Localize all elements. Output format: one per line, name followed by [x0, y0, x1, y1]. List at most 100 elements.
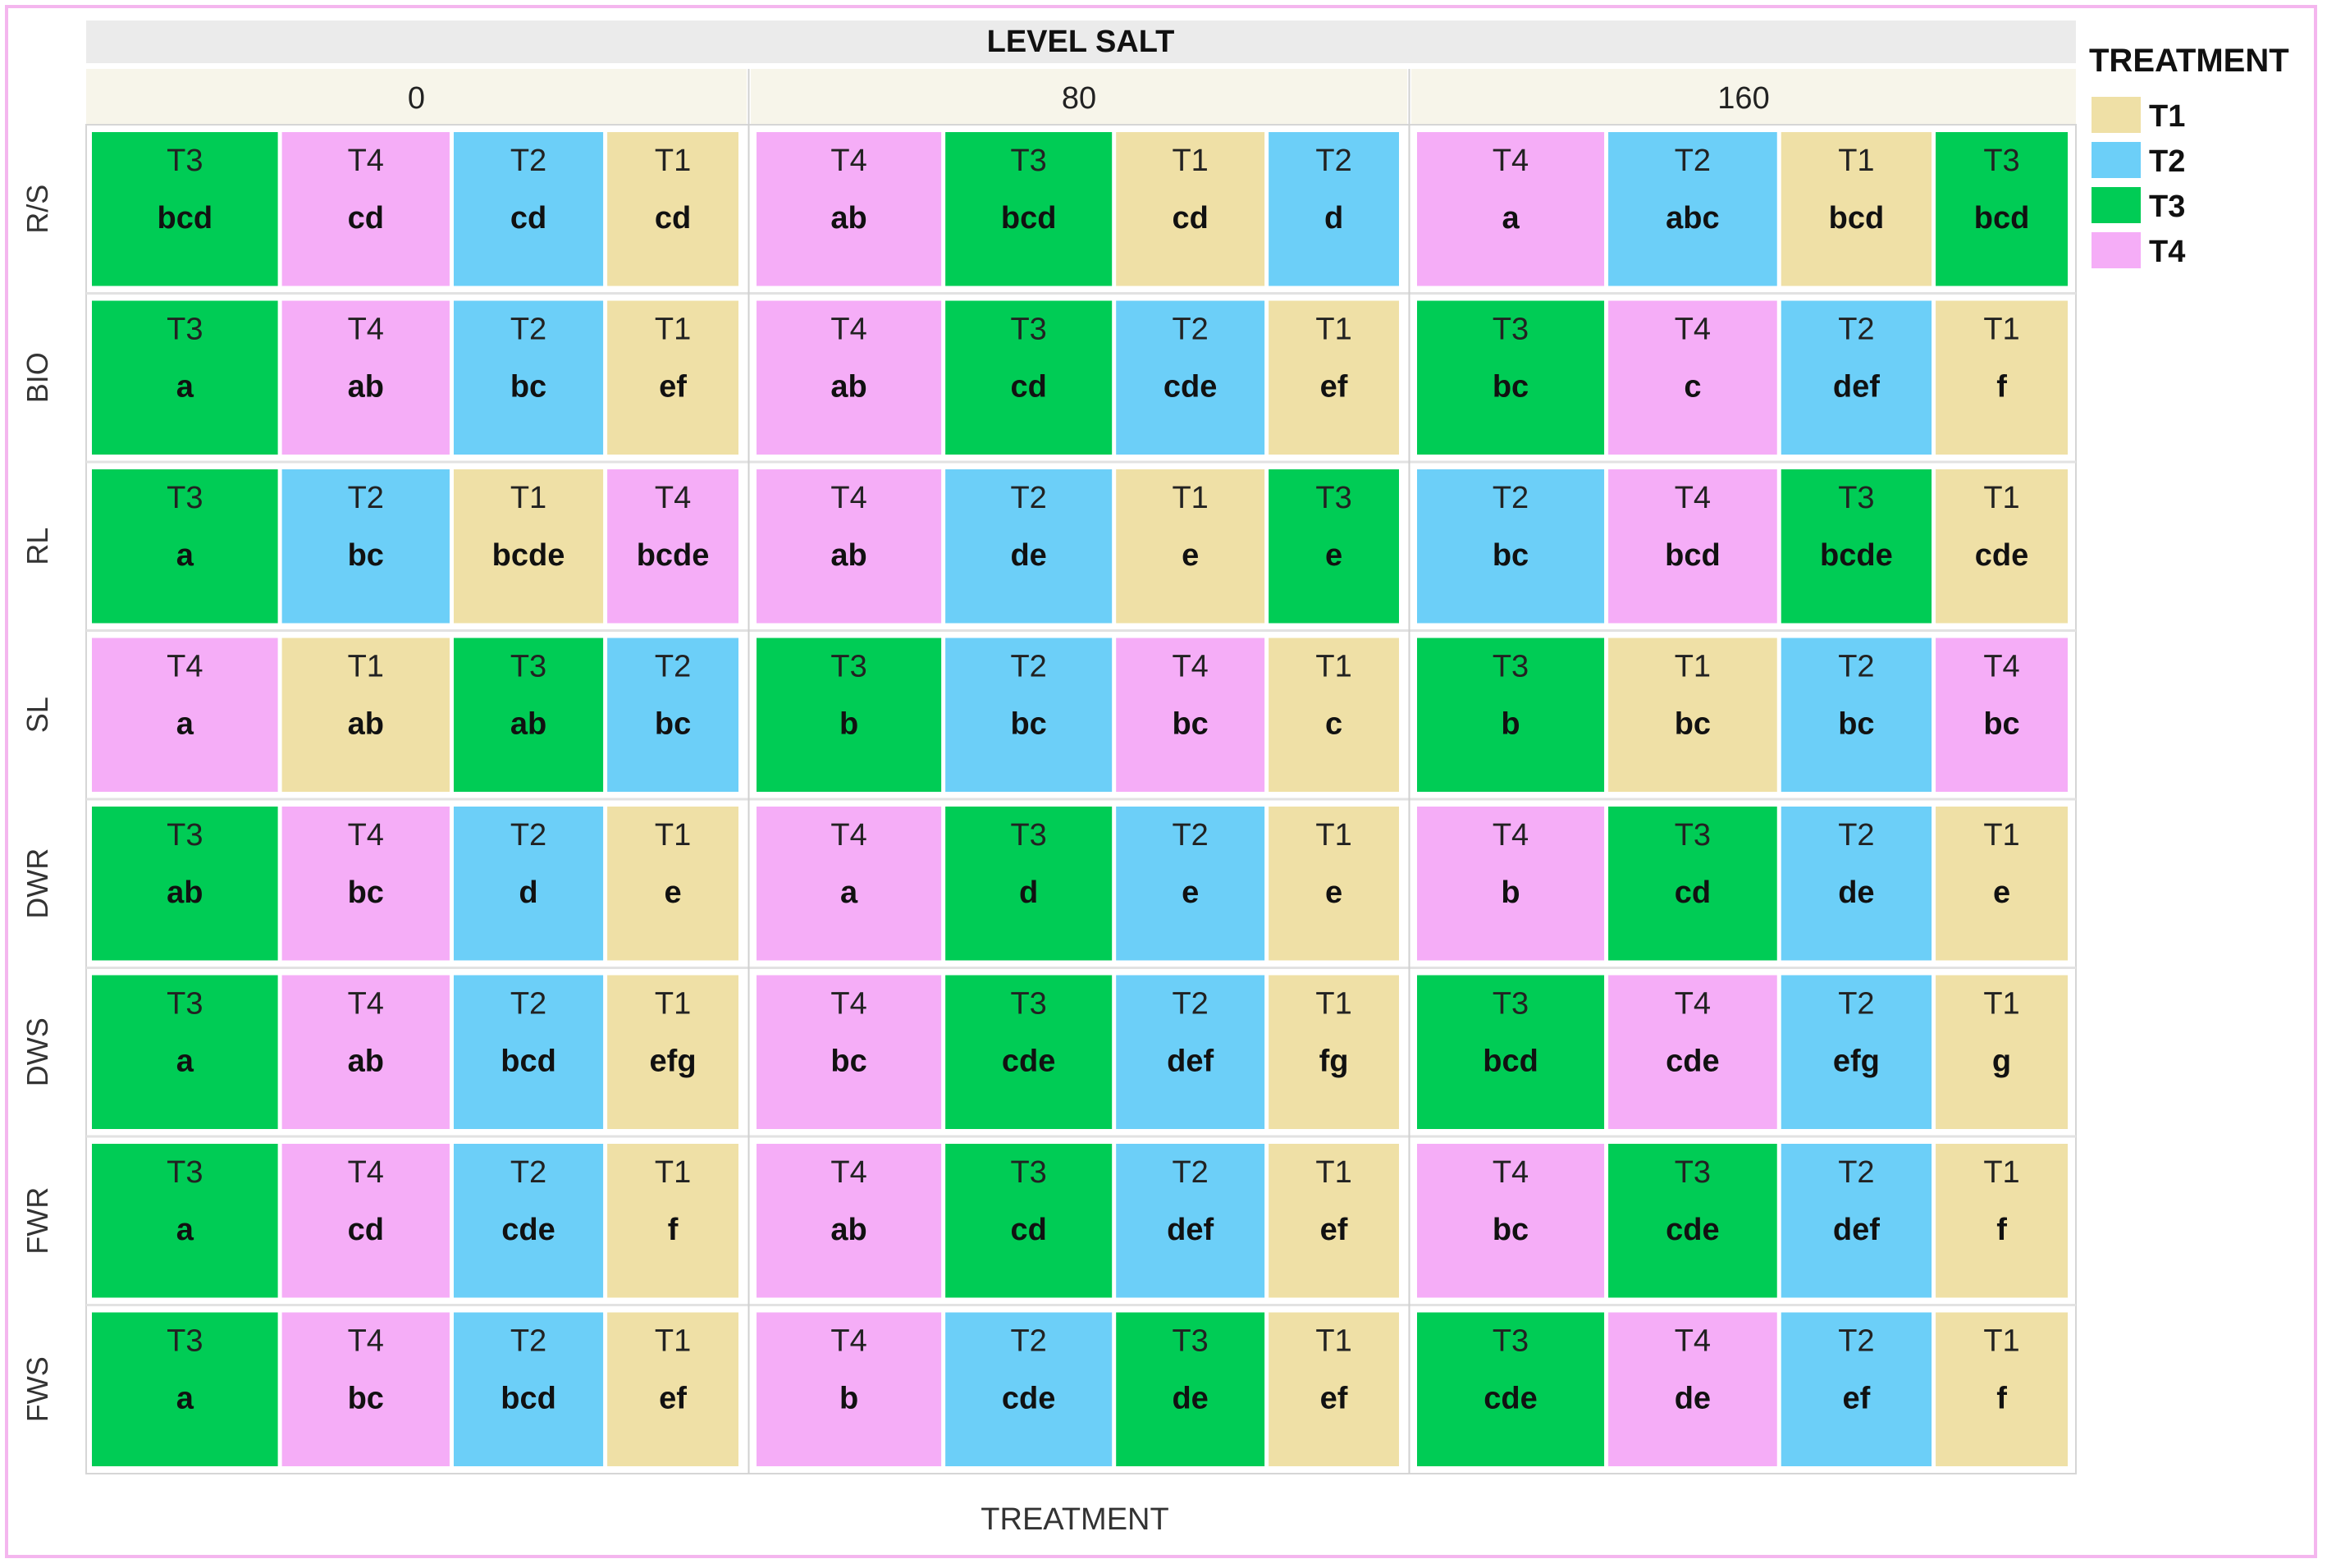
tile-rect — [606, 1310, 740, 1468]
tile-group-letters: b — [839, 707, 858, 742]
tile-sl-80-t1: T1 c — [1267, 636, 1401, 793]
tile-group-letters: g — [1992, 1045, 2011, 1079]
tile-r-s-160-t2: T2 abc — [1607, 130, 1779, 288]
tile-group-letters: ab — [510, 707, 546, 742]
tile-treatment-label: T4 — [1493, 144, 1529, 178]
tile-treatment-label: T1 — [1838, 144, 1874, 178]
tile-group-letters: ab — [348, 707, 384, 742]
tile-rect — [1779, 1310, 1934, 1468]
tile-fws-80-t3: T3 de — [1114, 1310, 1267, 1468]
tile-rect — [606, 468, 740, 625]
tile-fws-80-t1: T1 ef — [1267, 1310, 1401, 1468]
tile-treatment-label: T4 — [348, 144, 384, 178]
tile-bio-160-t4: T4 c — [1607, 299, 1779, 456]
tile-group-letters: d — [1019, 875, 1038, 910]
tile-rect — [606, 636, 740, 793]
tile-group-letters: f — [1996, 1382, 2007, 1416]
tile-treatment-label: T4 — [1983, 650, 2019, 684]
tile-treatment-label: T1 — [348, 650, 384, 684]
tile-r-s-80-t4: T4 ab — [755, 130, 944, 288]
tile-group-letters: cde — [1002, 1382, 1055, 1416]
tile-treatment-label: T4 — [655, 481, 691, 515]
tile-fws-0-t1: T1 ef — [606, 1310, 740, 1468]
tile-r-s-0-t1: T1 cd — [606, 130, 740, 288]
tile-rect — [1607, 130, 1779, 288]
tile-treatment-label: T4 — [1493, 1155, 1529, 1190]
tile-rect — [944, 973, 1114, 1131]
tile-rect — [1607, 973, 1779, 1131]
column-header-band-80 — [751, 69, 1407, 125]
tile-group-letters: bc — [1493, 538, 1529, 573]
tile-dws-160-t3: T3 bcd — [1415, 973, 1607, 1131]
tile-rect — [451, 805, 606, 962]
row-label-r-s: R/S — [21, 185, 54, 234]
tile-rect — [1607, 805, 1779, 962]
tile-rect — [280, 1142, 451, 1300]
tile-treatment-label: T1 — [1983, 987, 2019, 1022]
tile-r-s-80-t1: T1 cd — [1114, 130, 1267, 288]
tile-fws-160-t3: T3 cde — [1415, 1310, 1607, 1468]
tile-treatment-label: T1 — [655, 144, 691, 178]
tile-group-letters: bc — [348, 538, 384, 573]
tile-rect — [1415, 636, 1607, 793]
tile-treatment-label: T2 — [510, 313, 546, 347]
column-header-band-160 — [1411, 69, 2076, 125]
tile-treatment-label: T2 — [1315, 144, 1351, 178]
tile-group-letters: a — [176, 538, 194, 573]
tile-group-letters: a — [176, 1382, 194, 1416]
tile-treatment-label: T1 — [1983, 818, 2019, 853]
tile-group-letters: cd — [655, 201, 691, 235]
tile-dws-0-t1: T1 efg — [606, 973, 740, 1131]
tile-rl-80-t1: T1 e — [1114, 468, 1267, 625]
tile-group-letters: f — [668, 1213, 679, 1247]
tile-group-letters: bcd — [501, 1045, 556, 1079]
tile-group-letters: bc — [1983, 707, 2019, 742]
tile-rect — [1267, 1310, 1401, 1468]
tile-rl-0-t4: T4 bcde — [606, 468, 740, 625]
tile-rect — [1114, 468, 1267, 625]
tile-group-letters: e — [1325, 538, 1342, 573]
tile-treatment-label: T2 — [1838, 313, 1874, 347]
tile-rect — [944, 130, 1114, 288]
tile-rect — [755, 636, 944, 793]
tile-fwr-160-t3: T3 cde — [1607, 1142, 1779, 1300]
tile-rect — [451, 636, 606, 793]
header-band — [86, 21, 2076, 63]
row-label-fwr: FWR — [21, 1187, 54, 1255]
tile-group-letters: a — [176, 370, 194, 405]
tile-treatment-label: T3 — [1010, 313, 1046, 347]
tile-dwr-160-t2: T2 de — [1779, 805, 1934, 962]
tile-rl-160-t3: T3 bcde — [1779, 468, 1934, 625]
tile-rect — [944, 1310, 1114, 1468]
tile-rect — [1779, 805, 1934, 962]
tile-rect — [1934, 973, 2070, 1131]
tile-fwr-80-t4: T4 ab — [755, 1142, 944, 1300]
tile-rect — [755, 805, 944, 962]
legend-item-t4: T4 — [2092, 232, 2185, 269]
tile-treatment-label: T2 — [1172, 1155, 1208, 1190]
tile-rect — [90, 130, 280, 288]
tile-treatment-label: T2 — [1838, 650, 1874, 684]
tile-treatment-label: T4 — [1675, 1324, 1711, 1359]
tile-bio-80-t1: T1 ef — [1267, 299, 1401, 456]
tile-rect — [755, 973, 944, 1131]
tile-group-letters: f — [1996, 1213, 2007, 1247]
tile-treatment-label: T3 — [1493, 650, 1529, 684]
level-salt-header: LEVEL SALT — [987, 25, 1175, 59]
tile-group-letters: bc — [1838, 707, 1874, 742]
tile-rect — [1114, 299, 1267, 456]
tile-group-letters: ab — [167, 875, 203, 910]
tile-rect — [451, 973, 606, 1131]
tile-rect — [944, 636, 1114, 793]
tile-group-letters: cd — [348, 201, 384, 235]
tile-fws-160-t1: T1 f — [1934, 1310, 2070, 1468]
tile-group-letters: efg — [650, 1045, 697, 1079]
tile-rect — [1114, 1142, 1267, 1300]
tile-group-letters: cde — [501, 1213, 555, 1247]
tile-treatment-label: T4 — [1675, 987, 1711, 1022]
tile-rect — [1114, 130, 1267, 288]
tile-group-letters: cd — [1010, 1213, 1046, 1247]
legend-swatch-t4 — [2092, 232, 2141, 268]
tile-rl-80-t2: T2 de — [944, 468, 1114, 625]
tile-rect — [1415, 1310, 1607, 1468]
